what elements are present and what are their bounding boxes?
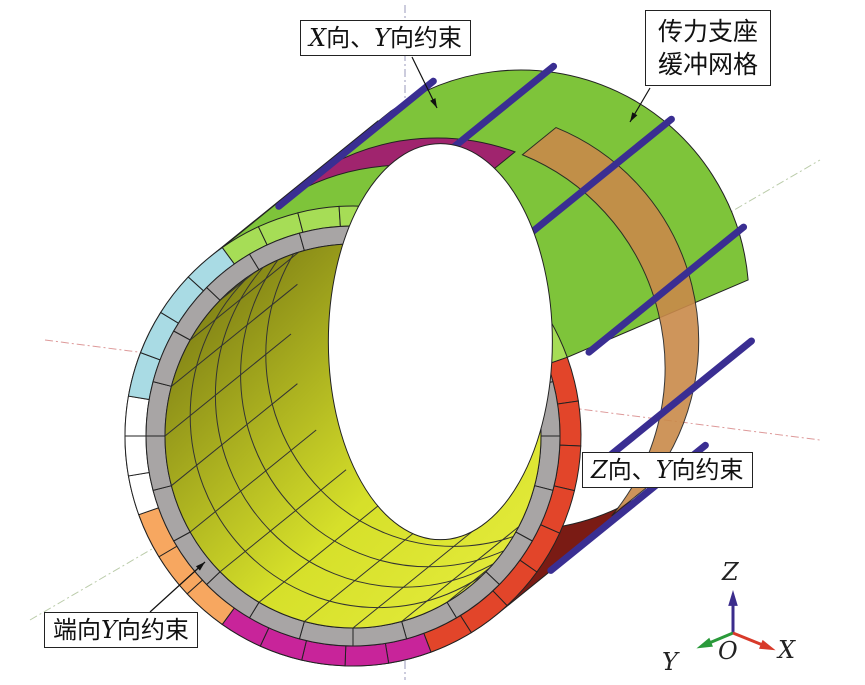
shell-band-tan	[521, 126, 700, 517]
support-rod	[513, 115, 675, 248]
label-text: 向约束	[389, 24, 462, 52]
leader-arrow	[149, 561, 206, 613]
ring-segment	[124, 395, 150, 437]
label-line: 缓冲网格	[658, 50, 759, 79]
mesh-line	[165, 333, 292, 437]
mesh-line	[171, 283, 298, 387]
label-var: Z	[591, 456, 608, 484]
label-text: 端向	[53, 616, 101, 644]
axis-z-arrow-head	[728, 590, 738, 606]
mesh-line	[189, 244, 317, 341]
label-line: 传力支座	[658, 17, 759, 46]
label-support-buffer-mesh: 传力支座 缓冲网格	[645, 10, 772, 86]
mesh-line	[171, 383, 298, 487]
label-zy-constraint: Z向、Y向约束	[582, 452, 753, 488]
mesh-line	[352, 525, 480, 628]
tunnel-opening	[327, 143, 553, 541]
label-text: 向、	[326, 24, 375, 52]
support-rod	[593, 337, 755, 470]
ring-segment	[344, 642, 390, 667]
support-rod	[585, 223, 748, 356]
mesh-line	[401, 519, 528, 622]
label-end-y-constraint: 端向Y向约束	[44, 612, 198, 648]
label-xy-constraint: X向、Y向约束	[300, 20, 471, 56]
leader-arrow-head	[430, 98, 437, 108]
label-var: Y	[374, 24, 390, 52]
label-text: 向、	[607, 456, 656, 484]
axis-y-label: Y	[662, 648, 678, 676]
axis-origin-label: O	[718, 637, 738, 665]
label-var: X	[309, 24, 327, 52]
support-rod	[275, 77, 437, 210]
mesh-line	[219, 469, 347, 573]
label-text: 向约束	[671, 456, 744, 484]
ring-segment	[557, 400, 582, 447]
ring-segment	[124, 435, 150, 477]
label-var: Y	[101, 616, 117, 644]
axis-x-arrow-head	[759, 639, 776, 651]
label-var: Y	[655, 456, 672, 484]
label-text: 向约束	[116, 616, 189, 644]
axis-z-label: Z	[722, 558, 739, 586]
axis-y-arrow-head	[696, 637, 713, 649]
axis-x-label: X	[778, 636, 796, 664]
mesh-line	[189, 429, 317, 533]
mesh-line	[258, 499, 386, 603]
leader-arrow-head	[630, 112, 638, 122]
leader-arrow-head	[195, 562, 205, 571]
mesh-line	[304, 519, 431, 622]
